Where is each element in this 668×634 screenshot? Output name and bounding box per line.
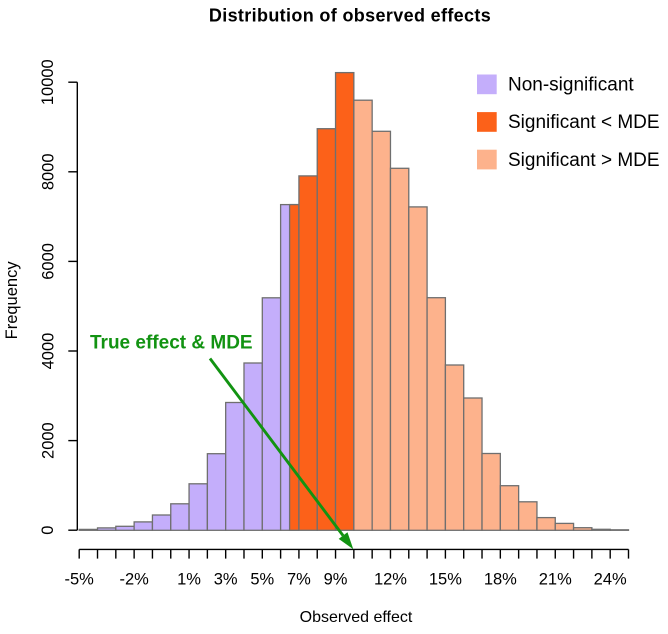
svg-text:8000: 8000 [39,153,57,190]
svg-text:15%: 15% [429,570,462,588]
svg-text:Non-significant: Non-significant [508,75,634,96]
svg-text:Significant < MDE: Significant < MDE [508,112,660,133]
svg-text:21%: 21% [539,570,572,588]
svg-text:True effect & MDE: True effect & MDE [90,333,253,354]
svg-text:18%: 18% [484,570,517,588]
svg-text:Distribution of observed effec: Distribution of observed effects [209,6,491,26]
svg-text:2000: 2000 [39,422,57,459]
svg-text:7%: 7% [287,570,311,588]
svg-text:Observed effect: Observed effect [300,609,413,626]
svg-text:-5%: -5% [65,570,95,588]
svg-text:24%: 24% [594,570,627,588]
svg-text:12%: 12% [374,570,407,588]
svg-text:Significant > MDE: Significant > MDE [508,150,660,171]
svg-text:Frequency: Frequency [3,261,21,340]
svg-text:6000: 6000 [39,243,57,280]
svg-text:3%: 3% [214,570,238,588]
svg-text:4000: 4000 [39,333,57,370]
svg-text:9%: 9% [324,570,348,588]
svg-text:10000: 10000 [39,59,57,105]
svg-text:-2%: -2% [119,570,149,588]
svg-text:5%: 5% [250,570,274,588]
svg-text:1%: 1% [177,570,201,588]
svg-text:0: 0 [39,526,57,535]
